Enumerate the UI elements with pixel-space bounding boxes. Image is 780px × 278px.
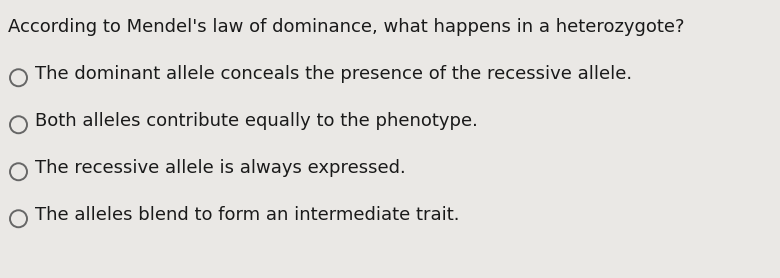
Text: According to Mendel's law of dominance, what happens in a heterozygote?: According to Mendel's law of dominance, … [8, 18, 685, 36]
Text: Both alleles contribute equally to the phenotype.: Both alleles contribute equally to the p… [35, 112, 478, 130]
Text: The alleles blend to form an intermediate trait.: The alleles blend to form an intermediat… [35, 206, 460, 224]
Text: The dominant allele conceals the presence of the recessive allele.: The dominant allele conceals the presenc… [35, 65, 633, 83]
Text: The recessive allele is always expressed.: The recessive allele is always expressed… [35, 159, 406, 177]
